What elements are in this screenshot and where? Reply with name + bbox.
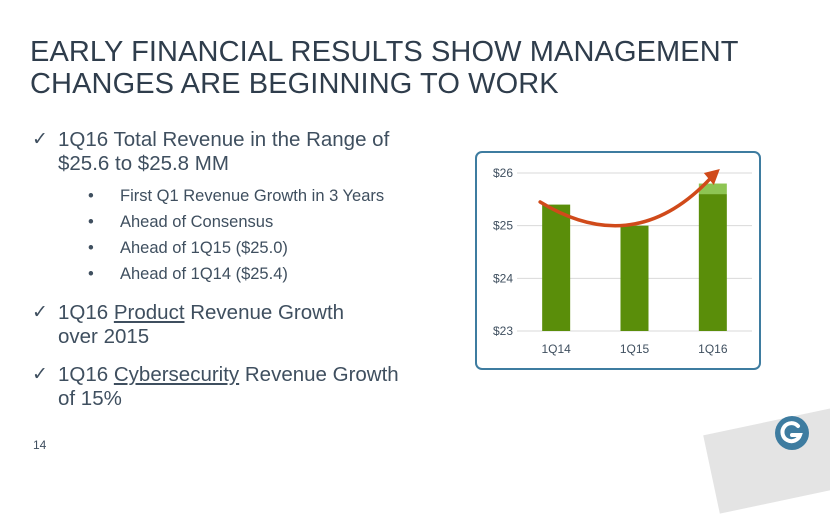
- sub-bullet: • Ahead of 1Q15 ($25.0): [58, 235, 452, 261]
- bullet-dot-icon: •: [88, 239, 94, 257]
- x-tick-label: 1Q15: [620, 342, 650, 356]
- page-number: 14: [33, 438, 47, 452]
- bullet-dot-icon: •: [88, 187, 94, 205]
- bullet-text: over 2015: [58, 325, 150, 348]
- bullet-cybersecurity-revenue: ✓ 1Q16 Cybersecurity Revenue Growth of 1…: [32, 363, 452, 411]
- bullet-text: 1Q16 Product Revenue Growth: [58, 301, 345, 324]
- bullet-text: 1Q16 Cybersecurity Revenue Growth: [58, 363, 399, 386]
- slide-title: EARLY FINANCIAL RESULTS SHOW MANAGEMENT …: [30, 36, 739, 100]
- bullet-text: of 15%: [58, 387, 122, 410]
- corner-decoration: [703, 406, 830, 514]
- check-icon: ✓: [32, 129, 48, 150]
- check-icon: ✓: [32, 364, 48, 385]
- trend-arrow-head: [703, 168, 720, 185]
- x-tick-label: 1Q14: [541, 342, 571, 356]
- sub-bullet: • First Q1 Revenue Growth in 3 Years: [58, 183, 452, 209]
- bullet-list: ✓ 1Q16 Total Revenue in the Range of $25…: [32, 128, 452, 411]
- y-tick-label: $24: [493, 271, 513, 285]
- y-tick-label: $26: [493, 166, 513, 180]
- y-tick-label: $25: [493, 219, 513, 233]
- bar-1q14: [542, 204, 571, 331]
- bullet-total-revenue: ✓ 1Q16 Total Revenue in the Range of $25…: [32, 128, 452, 287]
- x-tick-label: 1Q16: [698, 342, 728, 356]
- sub-bullet: • Ahead of 1Q14 ($25.4): [58, 261, 452, 287]
- bullet-dot-icon: •: [88, 265, 94, 283]
- y-tick-label: $23: [493, 324, 513, 338]
- chart-canvas: $23 $24 $25 $26 1Q14 1Q15 1Q16: [493, 166, 752, 356]
- check-icon: ✓: [32, 302, 48, 323]
- revenue-chart: $23 $24 $25 $26 1Q14 1Q15 1Q16: [475, 151, 761, 370]
- sub-bullet-list: • First Q1 Revenue Growth in 3 Years • Ahe…: [58, 183, 452, 287]
- bar-range-1q16: [698, 183, 727, 195]
- bullet-text: 1Q16 Total Revenue in the Range of: [58, 128, 390, 151]
- sub-bullet: • Ahead of Consensus: [58, 209, 452, 235]
- bar-1q16: [698, 194, 727, 331]
- bullet-text: $25.6 to $25.8 MM: [58, 152, 229, 175]
- bullet-dot-icon: •: [88, 213, 94, 231]
- bar-1q15: [620, 225, 649, 331]
- company-logo-icon: [775, 416, 809, 450]
- trend-arrow: [538, 176, 713, 228]
- bullet-product-revenue: ✓ 1Q16 Product Revenue Growth over 2015: [32, 301, 452, 349]
